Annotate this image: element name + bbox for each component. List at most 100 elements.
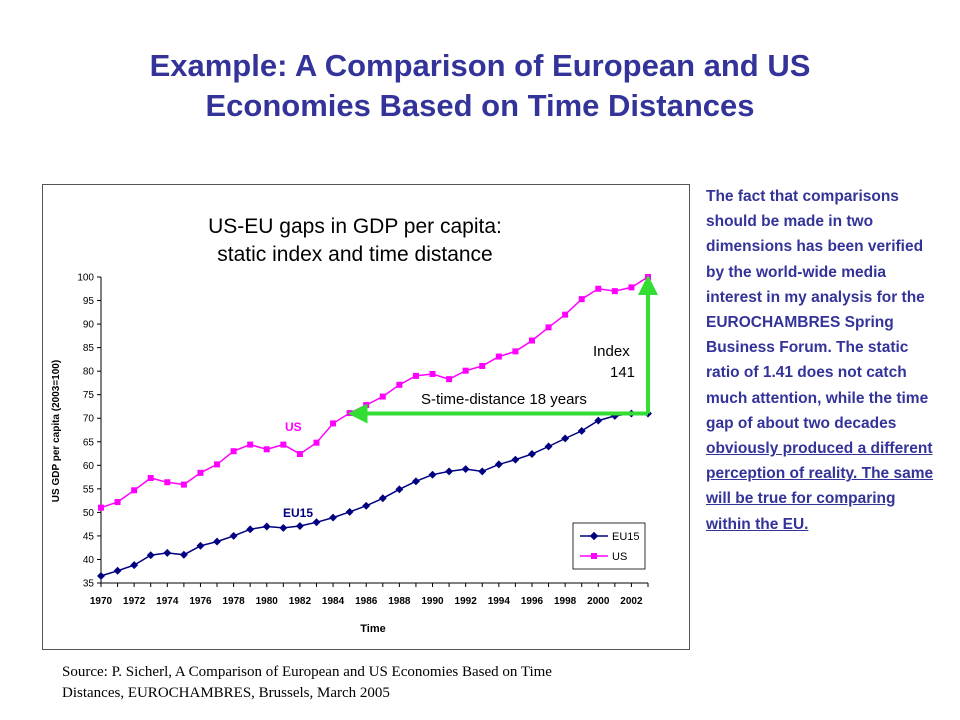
y-tick-label: 35: [83, 579, 95, 590]
data-point-us: [628, 284, 635, 291]
data-point-us: [446, 376, 453, 383]
data-point-us: [595, 285, 602, 292]
y-tick-label: 65: [83, 437, 95, 448]
series-line-eu15: [100, 412, 648, 577]
chart-frame: US-EU gaps in GDP per capita: static ind…: [42, 184, 690, 650]
data-point-us: [98, 504, 104, 511]
source-line2: Distances, EUROCHAMBRES, Brussels, March…: [62, 685, 390, 701]
y-axis-label: US GDP per capita (2003=100): [51, 360, 62, 502]
time-distance-label: S-time-distance 18 years: [421, 391, 587, 408]
x-axis-label: Time: [360, 623, 385, 635]
data-point-eu15: [411, 477, 420, 486]
x-tick-label: 1990: [421, 596, 444, 607]
data-point-eu15: [163, 548, 172, 557]
chart-title-line2: static index and time distance: [217, 243, 492, 266]
y-axis-ticks: 35 40 45 50 55 60 65 70 75 80 85 90 95 100: [77, 273, 101, 590]
x-tick-label: 1980: [256, 596, 279, 607]
x-tick-label: 2002: [620, 596, 643, 607]
data-point-us: [330, 420, 337, 427]
legend-us-marker: [591, 553, 597, 559]
data-point-eu15: [262, 522, 271, 531]
data-point-us: [180, 481, 187, 488]
data-point-eu15: [279, 523, 288, 532]
data-point-eu15: [511, 455, 520, 464]
source-citation: Source: P. Sicherl, A Comparison of Euro…: [62, 662, 682, 704]
y-tick-label: 75: [83, 390, 95, 401]
x-tick-label: 1976: [189, 596, 212, 607]
data-point-us: [147, 475, 154, 482]
x-tick-label: 1974: [156, 596, 179, 607]
data-point-us: [562, 311, 569, 318]
y-tick-label: 45: [83, 531, 95, 542]
data-point-eu15: [478, 467, 487, 476]
data-point-us: [363, 402, 370, 409]
us-series-label: US: [285, 420, 302, 434]
data-point-us: [131, 487, 138, 494]
side-commentary: The fact that comparisons should be made…: [706, 184, 942, 537]
data-point-eu15: [312, 518, 321, 527]
data-point-us: [214, 461, 221, 468]
slide-title-line1: Example: A Comparison of European and US: [149, 48, 811, 83]
time-distance-arrow: [347, 275, 658, 424]
x-tick-label: 1992: [455, 596, 478, 607]
data-point-us: [495, 353, 502, 360]
data-point-eu15: [428, 470, 437, 479]
x-axis-ticks: 1970 1972 1974 1976 1978 1980 1982 1984 1986 1988…: [90, 583, 649, 607]
slide-title-line2: Economies Based on Time Distances: [205, 88, 755, 123]
x-tick-label: 1998: [554, 596, 577, 607]
y-tick-label: 55: [83, 484, 95, 495]
data-point-us: [462, 367, 469, 374]
x-tick-label: 1996: [521, 596, 544, 607]
data-point-eu15: [130, 561, 139, 570]
data-point-us: [379, 393, 386, 400]
data-point-us: [512, 348, 519, 355]
data-point-eu15: [113, 566, 122, 575]
data-point-us: [280, 441, 287, 448]
gdp-chart: US-EU gaps in GDP per capita: static ind…: [51, 215, 658, 635]
data-point-us: [313, 439, 320, 446]
data-point-eu15: [179, 550, 188, 559]
data-point-eu15: [461, 465, 470, 474]
y-tick-label: 90: [83, 320, 95, 331]
legend-eu15-label: EU15: [612, 531, 640, 543]
y-tick-label: 70: [83, 414, 95, 425]
axes: [100, 277, 648, 584]
data-point-eu15: [378, 494, 387, 503]
y-tick-label: 50: [83, 508, 95, 519]
data-point-us: [296, 451, 303, 458]
y-tick-label: 85: [83, 343, 95, 354]
data-point-us: [230, 448, 237, 455]
series-layer: [97, 274, 652, 580]
data-point-eu15: [229, 531, 238, 540]
x-tick-label: 1982: [289, 596, 312, 607]
data-point-eu15: [445, 467, 454, 476]
data-point-eu15: [146, 551, 155, 560]
data-point-eu15: [494, 460, 503, 469]
x-tick-label: 1972: [123, 596, 146, 607]
y-tick-label: 100: [77, 273, 94, 284]
data-point-eu15: [295, 522, 304, 530]
x-tick-label: 2000: [587, 596, 610, 607]
data-point-us: [545, 324, 552, 331]
data-point-eu15: [544, 442, 553, 451]
data-point-us: [197, 469, 204, 476]
data-point-eu15: [577, 426, 586, 435]
data-point-us: [114, 499, 121, 506]
data-point-eu15: [213, 537, 221, 546]
slide-title: Example: A Comparison of European and US…: [40, 46, 920, 126]
x-tick-label: 1988: [388, 596, 411, 607]
y-tick-label: 80: [83, 367, 95, 378]
x-tick-label: 1984: [322, 596, 345, 607]
x-tick-label: 1986: [355, 596, 378, 607]
source-line1: Source: P. Sicherl, A Comparison of Euro…: [62, 664, 552, 680]
data-point-us: [528, 337, 535, 344]
data-point-eu15: [395, 485, 404, 494]
data-point-eu15: [362, 501, 371, 510]
data-point-us: [247, 441, 254, 448]
legend-box: [572, 522, 646, 570]
series-line-us: [100, 276, 649, 509]
data-point-us: [429, 370, 436, 377]
y-tick-label: 60: [83, 461, 95, 472]
data-point-us: [479, 362, 486, 369]
index-label-line1: Index: [593, 343, 630, 360]
